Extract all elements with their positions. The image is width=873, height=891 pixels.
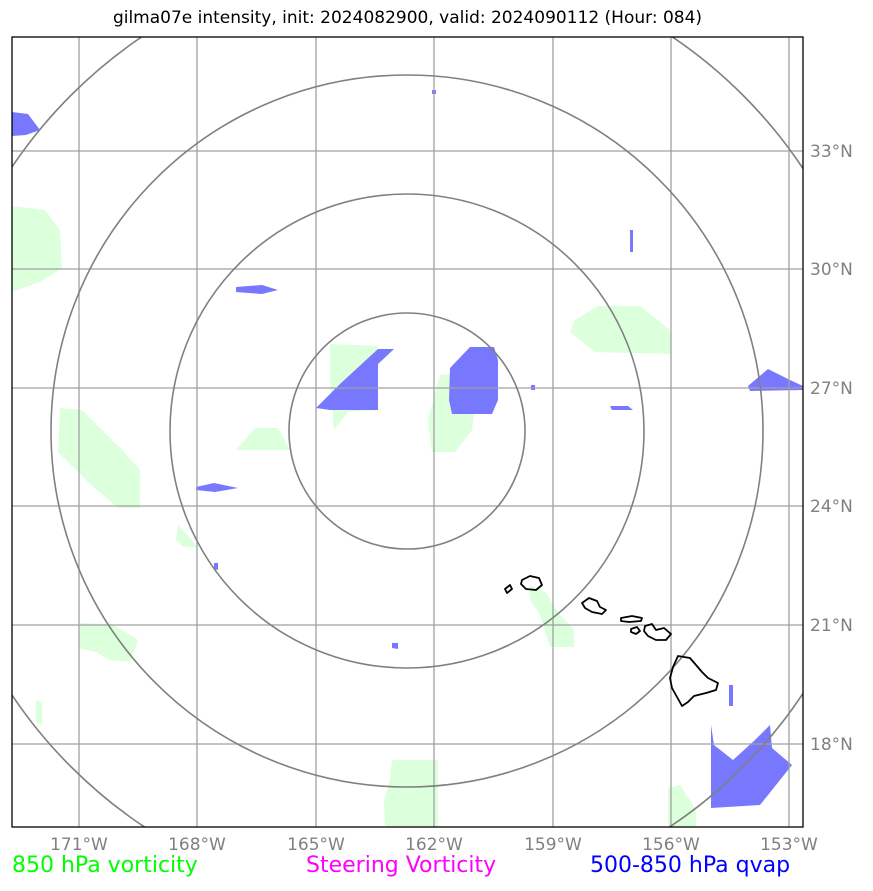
lat-tick-label: 30°N [810, 260, 853, 280]
lon-tick-label: 156°W [642, 835, 700, 855]
island-maui [643, 623, 672, 641]
qvap-region [12, 112, 40, 136]
island-hawaii [669, 655, 719, 707]
qvap-region [236, 285, 278, 294]
island-kauai [520, 575, 543, 591]
lat-tick-label: 21°N [810, 616, 853, 636]
legend-steering-vorticity: Steering Vorticity [306, 853, 497, 878]
vorticity-region [12, 206, 62, 292]
qvap-region [711, 725, 792, 808]
lat-tick-label: 18°N [810, 735, 853, 755]
qvap-region [214, 563, 218, 570]
vorticity-region [236, 428, 290, 450]
legend-qvap: 500-850 hPa qvap [590, 853, 791, 878]
lat-tick-label: 33°N [810, 142, 853, 162]
lat-tick-labels: 33°N 30°N 27°N 24°N 21°N 18°N [810, 142, 853, 755]
lon-tick-label: 168°W [168, 835, 226, 855]
lon-tick-label: 153°W [760, 835, 818, 855]
range-ring [169, 193, 645, 669]
vorticity-region [176, 525, 198, 548]
lon-tick-label: 162°W [405, 835, 463, 855]
vorticity-region [78, 623, 138, 662]
lon-tick-label: 165°W [287, 835, 345, 855]
legend-vorticity-850: 850 hPa vorticity [12, 853, 198, 878]
map-title: gilma07e intensity, init: 2024082900, va… [112, 8, 703, 28]
island-lanai [630, 626, 641, 635]
vorticity-region [530, 585, 574, 647]
vorticity-region [36, 700, 42, 725]
island-oahu [581, 597, 607, 615]
graticule [12, 37, 803, 827]
vorticity-region [384, 760, 438, 827]
map-frame [11, 36, 804, 828]
qvap-region [196, 483, 238, 492]
island-niihau [504, 584, 513, 594]
qvap-region [449, 347, 498, 414]
qvap-region [729, 685, 733, 706]
vorticity-region [58, 408, 140, 508]
lat-tick-label: 27°N [810, 379, 853, 399]
lon-tick-label: 171°W [50, 835, 108, 855]
qvap-regions [12, 90, 803, 808]
vorticity-region [668, 785, 696, 827]
lat-tick-label: 24°N [810, 497, 853, 517]
qvap-region [316, 349, 394, 410]
qvap-region [610, 406, 633, 410]
qvap-region [630, 230, 633, 252]
lon-tick-label: 159°W [524, 835, 582, 855]
lon-tick-labels: 171°W 168°W 165°W 162°W 159°W 156°W 153°… [50, 835, 818, 855]
qvap-region [392, 643, 398, 649]
island-molokai [620, 615, 643, 623]
range-ring [288, 312, 526, 550]
coastline-hawaii [504, 575, 719, 707]
range-ring [50, 74, 764, 788]
